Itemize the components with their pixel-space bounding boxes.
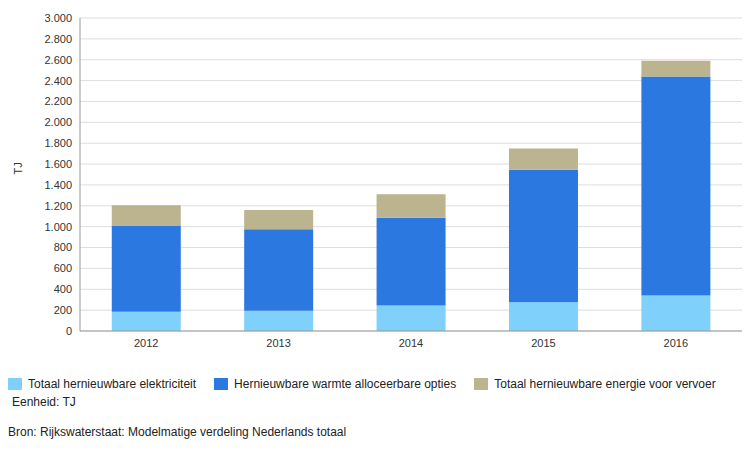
svg-text:2.000: 2.000 bbox=[44, 116, 72, 128]
svg-text:400: 400 bbox=[54, 283, 72, 295]
svg-text:1.200: 1.200 bbox=[44, 200, 72, 212]
svg-text:1.600: 1.600 bbox=[44, 158, 72, 170]
svg-text:2015: 2015 bbox=[531, 337, 555, 349]
svg-text:2016: 2016 bbox=[664, 337, 688, 349]
svg-text:600: 600 bbox=[54, 262, 72, 274]
svg-text:800: 800 bbox=[54, 241, 72, 253]
svg-text:2012: 2012 bbox=[134, 337, 158, 349]
svg-text:2013: 2013 bbox=[266, 337, 290, 349]
html-text:Hernieuwbare warmte alloceerba: Hernieuwbare warmte alloceerbare opties bbox=[234, 377, 457, 391]
svg-text:1.000: 1.000 bbox=[44, 221, 72, 233]
svg-text:2.800: 2.800 bbox=[44, 33, 72, 45]
svg-text:2.400: 2.400 bbox=[44, 75, 72, 87]
svg-text:2014: 2014 bbox=[399, 337, 423, 349]
html-text:Totaal hernieuwbare elektricit: Totaal hernieuwbare elektriciteit bbox=[28, 377, 197, 391]
html-text:Eenheid: TJ: Eenheid: TJ bbox=[12, 395, 76, 409]
svg-text:3.000: 3.000 bbox=[44, 12, 72, 24]
svg-text:2.600: 2.600 bbox=[44, 54, 72, 66]
svg-text:TJ: TJ bbox=[12, 162, 24, 174]
html-text:Totaal hernieuwbare energie vo: Totaal hernieuwbare energie voor vervoer bbox=[494, 377, 716, 391]
svg-text:2.200: 2.200 bbox=[44, 95, 72, 107]
svg-text:1.400: 1.400 bbox=[44, 179, 72, 191]
svg-text:200: 200 bbox=[54, 304, 72, 316]
svg-text:1.800: 1.800 bbox=[44, 137, 72, 149]
html-text:Bron: Rijkswaterstaat: Modelma: Bron: Rijkswaterstaat: Modelmatige verde… bbox=[8, 425, 347, 439]
svg-text:0: 0 bbox=[66, 325, 72, 337]
